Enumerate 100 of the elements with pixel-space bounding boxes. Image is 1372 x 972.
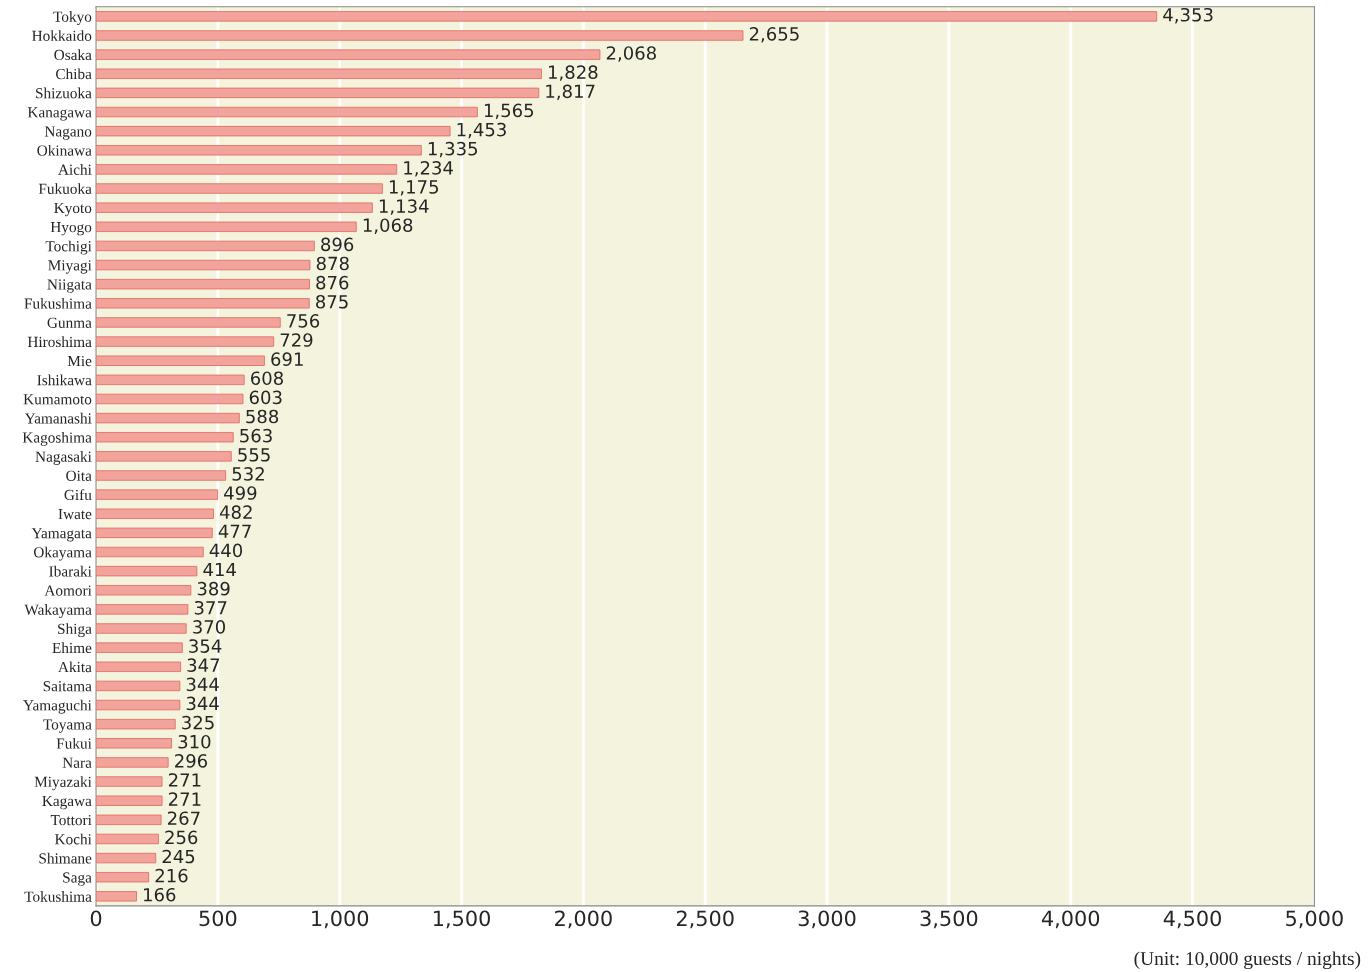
y-tick-label: Tokyo [53,11,92,25]
bar [96,489,219,500]
y-tick-label: Hokkaido [32,30,92,41]
y-tick-label: Fukuoka [38,183,92,194]
y-tick-label: Wakayama [24,604,92,618]
data-label: 216 [155,868,188,883]
y-tick-label: Aichi [58,164,92,175]
data-label: 1,175 [389,180,439,196]
y-tick-label: Okinawa [37,144,92,156]
data-label: 271 [168,773,201,787]
bar [96,891,137,902]
x-tick-label: 500 [199,910,237,927]
bar [96,795,163,806]
bar [96,470,227,481]
data-label: 1,828 [549,65,598,81]
data-label: 1,565 [484,103,534,120]
x-tick-label: 4,500 [1163,910,1221,929]
y-tick-label: Tokushima [24,891,92,902]
y-tick-label: Kagawa [42,795,92,810]
bar [96,259,311,271]
x-tick-label: 1,500 [434,910,490,929]
y-tick-label: Ishikawa [37,374,92,386]
data-label: 1,134 [379,199,429,215]
data-label: 608 [251,371,283,386]
data-label: 4,353 [1163,7,1213,24]
y-tick-label: Gifu [64,489,92,501]
bar [96,412,240,424]
data-label: 896 [321,237,354,252]
bar [96,451,232,462]
y-tick-label: Niigata [47,279,92,293]
bar [96,699,181,711]
y-tick-label: Kanagawa [27,107,92,121]
data-label: 876 [316,275,349,290]
y-tick-label: Yamaguchi [23,699,92,714]
data-label: 2,655 [749,27,799,43]
bar [96,125,451,137]
data-label: 729 [280,333,313,347]
data-label: 1,817 [546,84,595,100]
bar [96,546,204,558]
data-label: 756 [287,314,320,328]
bar [96,527,213,539]
data-label: 1,068 [363,218,413,234]
x-tick-label: 2,500 [676,910,734,929]
y-tick-label: Nagasaki [35,451,92,465]
bar [96,298,310,309]
bar [96,374,245,386]
x-tick-label: 4,000 [1041,910,1100,929]
bar [96,565,198,577]
bar [96,852,157,864]
y-tick-label: Chiba [56,68,92,80]
bar [96,642,183,653]
y-tick-label: Aomori [44,585,92,596]
text: (Unit: 10,000 guests / nights) [1134,951,1361,970]
y-tick-label: Shiga [58,623,92,638]
bar [96,11,1158,22]
data-label: 875 [316,294,348,309]
x-tick-label: 3,000 [798,910,856,929]
bar [96,393,244,405]
data-label: 344 [186,696,219,711]
data-label: 1,453 [457,122,506,139]
y-tick-label: Yamanashi [24,412,92,424]
y-tick-label: Yamagata [31,528,92,542]
y-tick-label: Ibaraki [49,565,92,577]
bar [96,604,189,615]
data-label: 354 [189,639,222,653]
data-label: 691 [271,352,303,366]
data-label: 166 [144,887,176,902]
bar [96,336,275,347]
data-label: 256 [165,830,198,845]
y-tick-label: Oita [66,470,92,481]
data-label: 296 [175,754,208,768]
data-label: 414 [203,562,236,577]
data-label: 267 [167,811,200,826]
data-label: 271 [168,792,201,806]
y-tick-label: Akita [58,661,92,673]
data-label: 1,234 [404,160,453,177]
y-tick-label: Gunma [47,317,92,328]
y-tick-label: Hiroshima [27,336,92,348]
data-label: 563 [240,428,272,443]
bar [96,164,398,175]
y-tick-label: Saitama [43,681,92,692]
data-label: 477 [218,524,251,538]
bar [96,776,163,787]
data-label: 325 [182,715,214,730]
y-tick-label: Shizuoka [36,87,92,99]
y-tick-label: Fukui [56,738,92,749]
bar [96,240,315,252]
y-tick-label: Miyazaki [34,776,92,791]
bar [96,814,162,826]
data-label: 603 [249,390,282,405]
y-tick-label: Toyama [43,719,92,733]
bar [96,317,281,328]
bar [96,623,187,634]
data-label: 440 [209,543,243,558]
bar [96,757,169,768]
y-tick-label: Nagano [44,126,92,140]
y-tick-label: Kyoto [54,202,92,217]
y-tick-label: Tochigi [45,240,92,255]
y-tick-label: Miyagi [48,260,92,274]
data-label: 588 [246,409,279,424]
